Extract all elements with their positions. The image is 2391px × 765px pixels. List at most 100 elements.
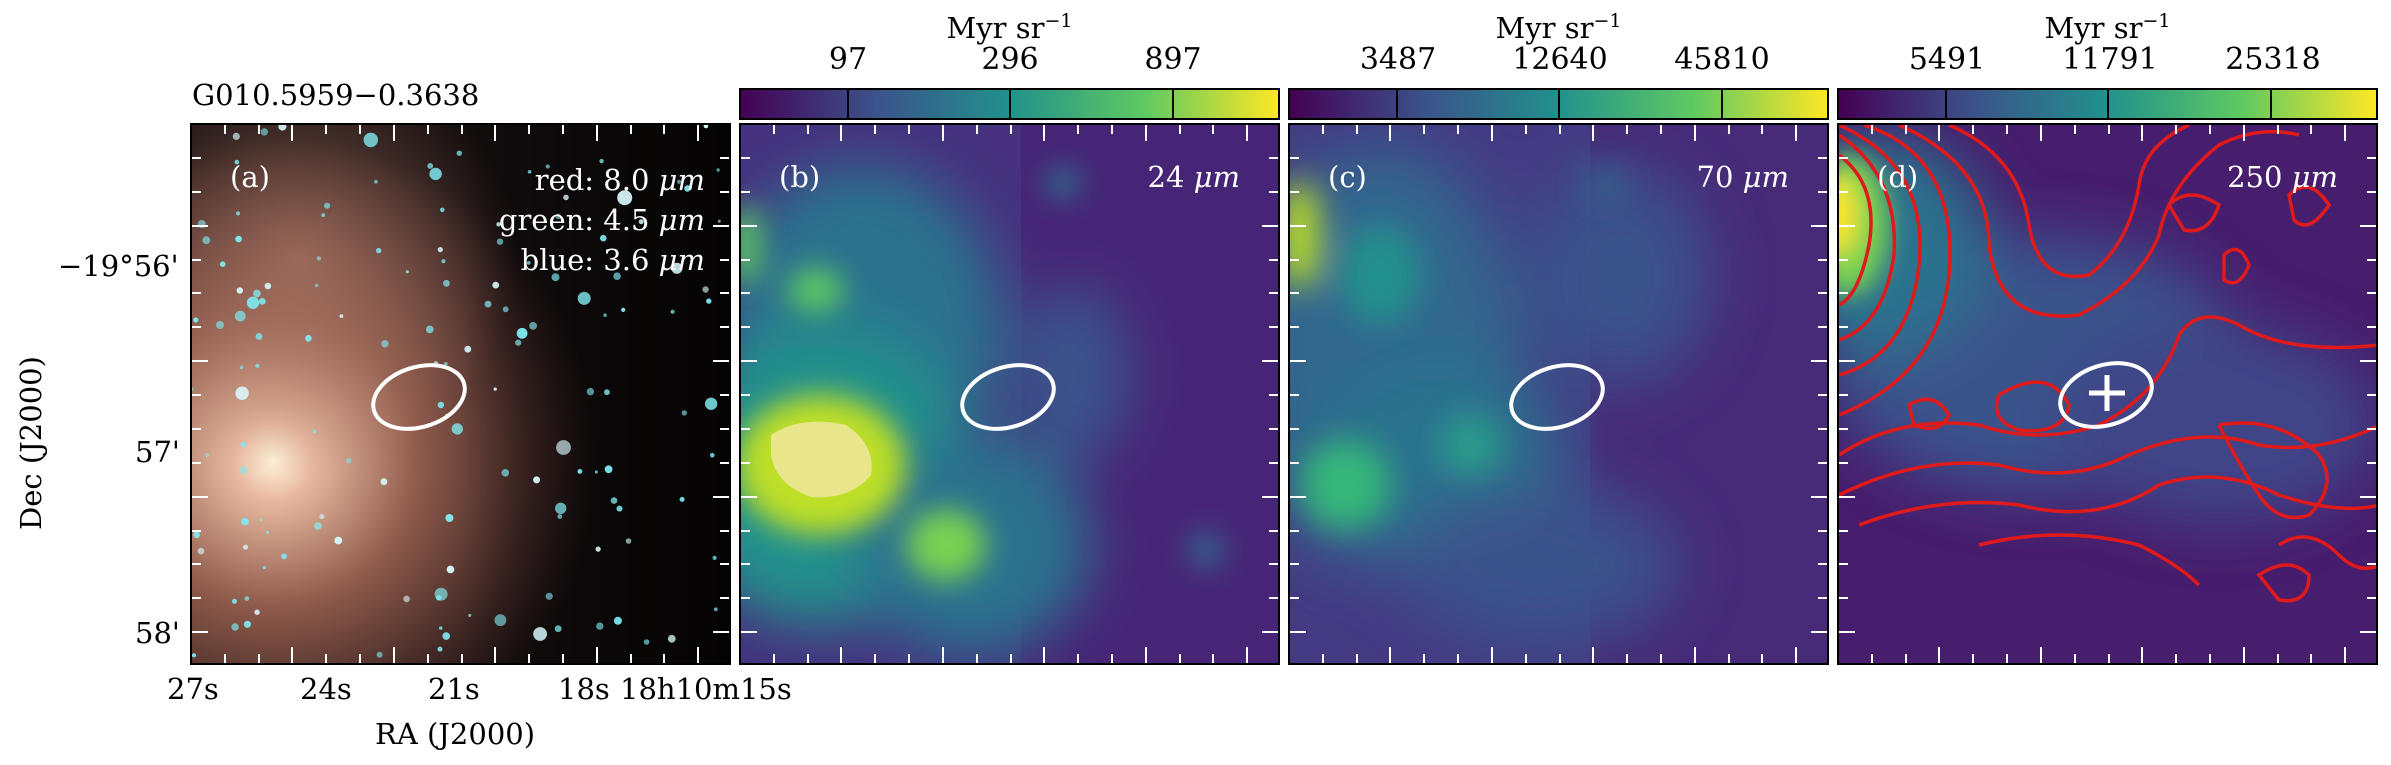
star [443, 279, 450, 287]
tick-mark [2175, 125, 2178, 134]
colorbar-c-tick: 3487 [1359, 42, 1437, 77]
tick-mark [2208, 125, 2211, 134]
tick-mark [741, 597, 750, 600]
star [717, 219, 721, 223]
panel-d-wavelength: 250 μm [2227, 160, 2338, 194]
tick-mark [941, 647, 944, 663]
tick-mark [359, 654, 362, 663]
tick-mark [1839, 258, 1848, 261]
star [239, 365, 244, 370]
tick-mark [1938, 125, 1941, 141]
star [446, 565, 455, 574]
star [376, 651, 383, 658]
tick-mark [1110, 125, 1113, 134]
source-ellipse [371, 363, 467, 431]
tick-mark [806, 654, 809, 663]
tick-mark [975, 125, 978, 134]
tick-mark [720, 563, 729, 566]
tick-mark [1490, 647, 1493, 663]
tick-mark [1558, 125, 1561, 134]
tick-mark [1904, 654, 1907, 663]
tick-mark [1818, 597, 1827, 600]
tick-mark [713, 224, 729, 227]
tick-mark [561, 125, 564, 134]
tick-mark [741, 360, 757, 363]
tick-mark [1144, 647, 1147, 663]
star [616, 505, 623, 512]
tick-mark [1269, 461, 1278, 464]
tick-mark [1246, 647, 1249, 663]
tick-mark [2360, 360, 2376, 363]
tick-mark [1269, 190, 1278, 193]
colorbar-b-mark [1172, 90, 1174, 118]
tick-mark [192, 597, 201, 600]
star [617, 190, 633, 206]
tick-mark [874, 654, 877, 663]
tick-mark [1321, 125, 1324, 134]
tick-mark [1355, 654, 1358, 663]
y-axis-label: Dec (J2000) [14, 356, 48, 530]
star [427, 163, 434, 169]
tick-mark [908, 654, 911, 663]
plus-marker [2089, 375, 2125, 411]
star [255, 333, 263, 340]
dec-tick-57: 57' [135, 435, 180, 469]
tick-mark [697, 647, 700, 663]
tick-mark [772, 125, 775, 134]
tick-mark [1290, 224, 1306, 227]
tick-mark [1178, 125, 1181, 134]
star [706, 298, 712, 304]
tick-mark [1262, 224, 1278, 227]
star [594, 470, 598, 474]
tick-mark [741, 427, 750, 430]
star [339, 314, 344, 318]
tick-mark [1290, 597, 1299, 600]
star [244, 596, 250, 601]
tick-mark [1818, 190, 1827, 193]
x-axis-label: RA (J2000) [375, 717, 536, 751]
tick-mark [1423, 654, 1426, 663]
star [545, 164, 550, 169]
tick-mark [1269, 427, 1278, 430]
tick-mark [1626, 125, 1629, 134]
tick-mark [192, 631, 208, 634]
tick-mark [1290, 529, 1299, 532]
star-field [192, 125, 721, 658]
star [316, 256, 321, 261]
star [502, 306, 509, 313]
star [374, 179, 378, 184]
tick-mark [1818, 427, 1827, 430]
star [266, 531, 270, 534]
colorbar-c [1288, 88, 1829, 120]
colorbar-d [1837, 88, 2378, 120]
tick-mark [1592, 125, 1595, 141]
tick-mark [1839, 190, 1848, 193]
star [516, 327, 528, 339]
tick-mark [2344, 125, 2347, 141]
star [501, 469, 510, 477]
star [241, 517, 249, 526]
tick-mark [2367, 156, 2376, 159]
tick-mark [1972, 125, 1975, 134]
star [426, 325, 434, 334]
tick-mark [1818, 258, 1827, 261]
tick-mark [1262, 631, 1278, 634]
tick-mark [2367, 529, 2376, 532]
tick-mark [1818, 394, 1827, 396]
star [235, 235, 242, 243]
colorbar-b [739, 88, 1280, 120]
tick-mark [2367, 258, 2376, 261]
star [278, 125, 287, 131]
tick-mark [192, 224, 208, 227]
tick-mark [1839, 631, 1855, 634]
star [710, 452, 715, 458]
tick-mark [1246, 125, 1249, 141]
tick-mark [192, 529, 201, 532]
contour-lines [1839, 125, 2376, 603]
tick-mark [1818, 292, 1827, 295]
tick-mark [1761, 654, 1764, 663]
colorbar-b-tick: 897 [1144, 42, 1202, 77]
tick-mark [1290, 563, 1299, 566]
tick-mark [2360, 224, 2376, 227]
tick-mark [2367, 597, 2376, 600]
